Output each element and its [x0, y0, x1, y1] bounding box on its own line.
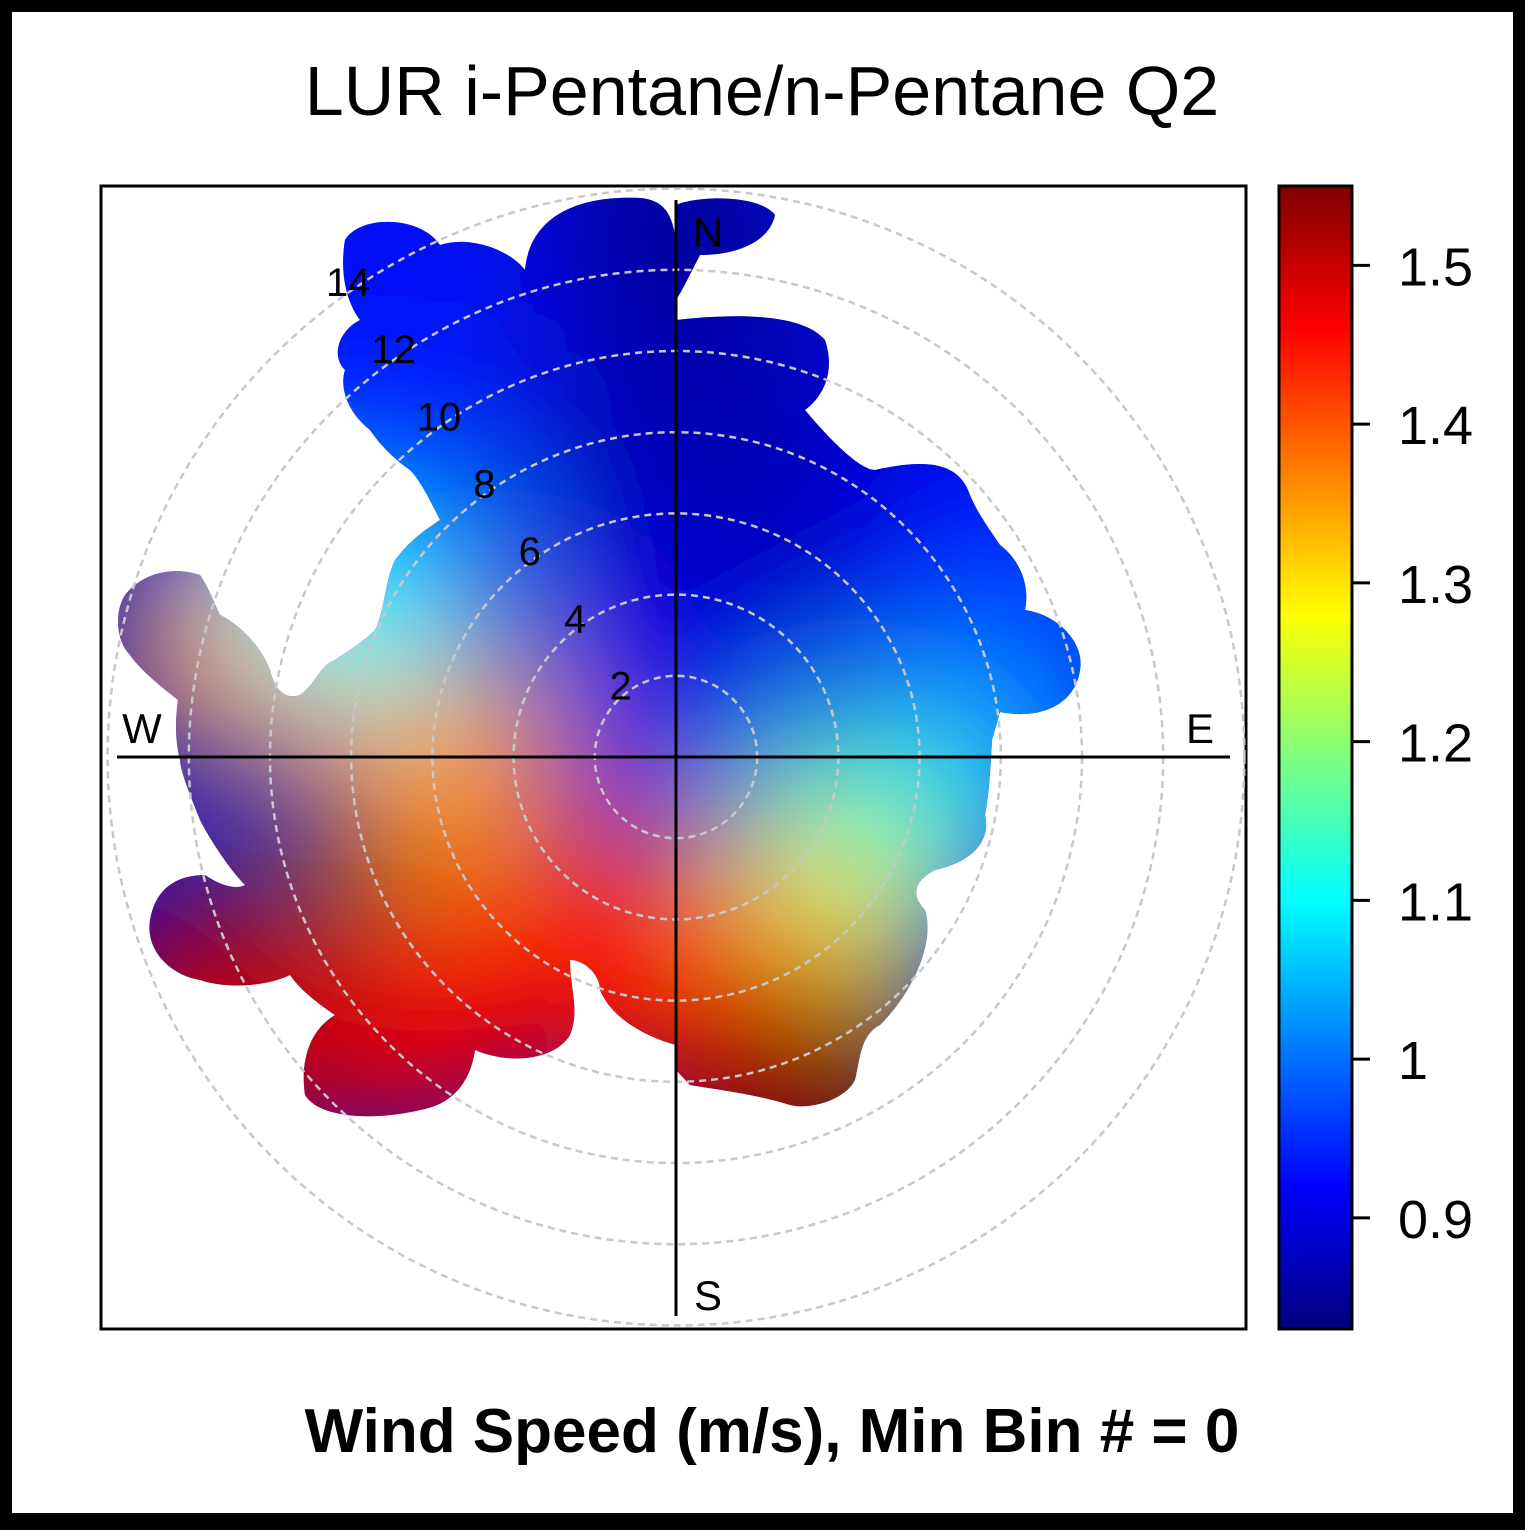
- speed-tick-label: 12: [371, 328, 416, 372]
- colorbar-tick-label: 0.9: [1398, 1190, 1473, 1250]
- chart-title: LUR i-Pentane/n-Pentane Q2: [305, 52, 1219, 130]
- colorbar-tick-label: 1: [1398, 1031, 1428, 1091]
- speed-tick-label: 8: [473, 463, 495, 507]
- colorbar-tick-label: 1.3: [1398, 555, 1473, 615]
- colorbar-tick-label: 1.4: [1398, 396, 1473, 456]
- speed-tick-label: 14: [326, 261, 371, 305]
- colorbar-tick-label: 1.2: [1398, 714, 1473, 774]
- direction-label-n: N: [693, 209, 723, 256]
- direction-label-e: E: [1186, 705, 1214, 752]
- direction-label-s: S: [694, 1272, 722, 1319]
- direction-labels: N E S W: [122, 209, 1214, 1319]
- colorbar-tick-label: 1.5: [1398, 237, 1473, 297]
- speed-tick-label: 2: [609, 665, 631, 709]
- direction-label-w: W: [122, 705, 162, 752]
- speed-tick-label: 10: [417, 395, 462, 439]
- colorbar-ticks: 0.9 1 1.1 1.2 1.3 1.4 1.5: [1352, 237, 1473, 1250]
- x-axis-label: Wind Speed (m/s), Min Bin # = 0: [305, 1397, 1240, 1466]
- speed-tick-label: 4: [564, 597, 586, 641]
- speed-tick-label: 6: [519, 530, 541, 574]
- speed-grid-circle: [106, 187, 1246, 1327]
- surface-sample: [671, 970, 931, 1117]
- colorbar-tick-label: 1.1: [1398, 872, 1473, 932]
- colorbar: [1277, 184, 1354, 1331]
